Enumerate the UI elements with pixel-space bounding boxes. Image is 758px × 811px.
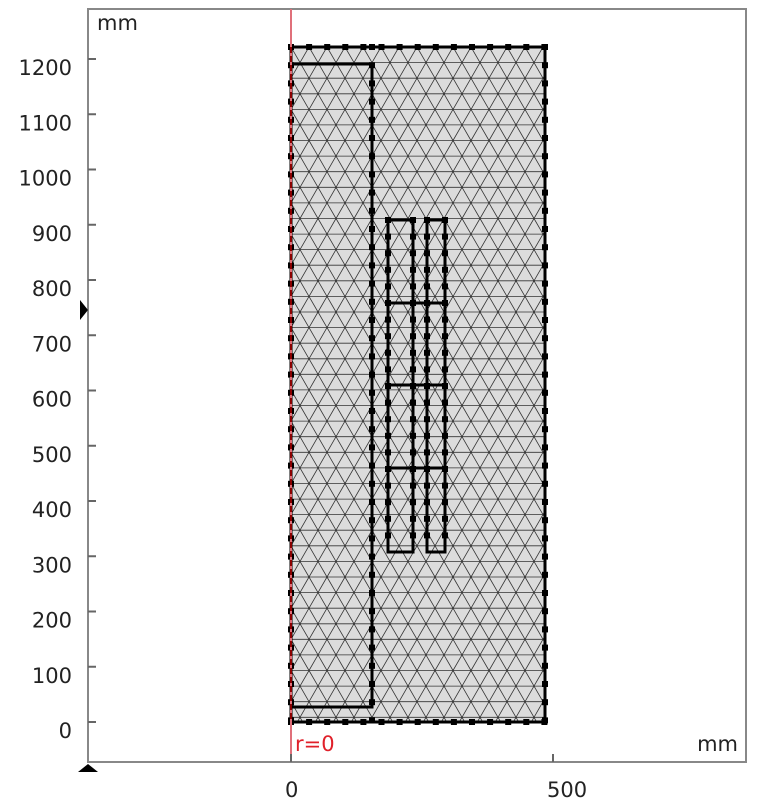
y-unit: mm xyxy=(97,11,138,35)
y-tick-label: 1200 xyxy=(19,56,72,80)
mesh xyxy=(291,47,545,722)
y-tick-label: 1000 xyxy=(19,167,72,191)
axis-label: r=0 xyxy=(295,732,335,756)
y-tick-label: 0 xyxy=(59,719,72,743)
x-tick-label: 0 xyxy=(285,778,298,802)
y-tick-label: 500 xyxy=(32,443,72,467)
x-unit: mm xyxy=(697,732,738,756)
y-tick-label: 1100 xyxy=(19,111,72,135)
coil-dividers xyxy=(388,301,445,470)
y-tick-label: 400 xyxy=(32,498,72,522)
y-tick-label: 700 xyxy=(32,332,72,356)
y-tick-label: 800 xyxy=(32,277,72,301)
y-tick-label: 900 xyxy=(32,222,72,246)
x-tick-label: 500 xyxy=(547,778,587,802)
vertex xyxy=(369,717,375,724)
view-marker xyxy=(80,300,88,320)
y-tick-label: 200 xyxy=(32,609,72,633)
y-tick-label: 100 xyxy=(32,664,72,688)
y-tick-label: 300 xyxy=(32,553,72,577)
view-marker xyxy=(78,764,98,772)
y-tick-label: 600 xyxy=(32,388,72,412)
